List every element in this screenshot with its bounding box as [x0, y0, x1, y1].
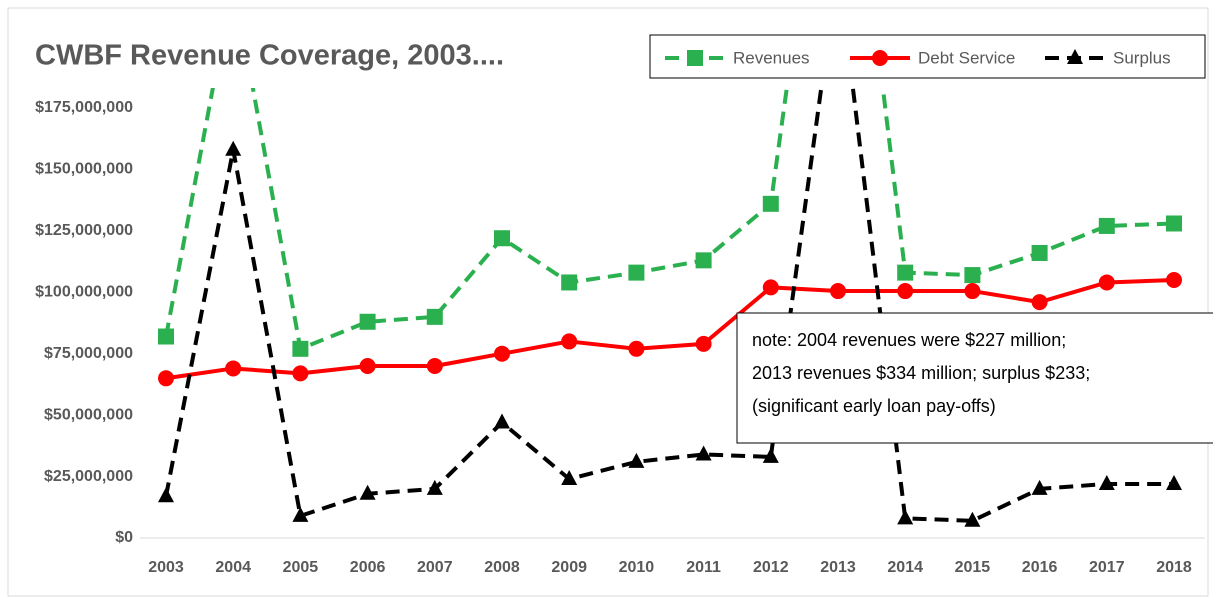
data-point [1166, 272, 1182, 288]
data-point [1098, 474, 1115, 490]
annotation-box [736, 312, 1213, 444]
legend-marker [687, 50, 703, 66]
x-tick-label: 2017 [1089, 559, 1125, 576]
data-point [628, 452, 645, 468]
x-tick-label: 2006 [350, 559, 386, 576]
annotation-text: note: 2004 revenues were $227 million; [752, 330, 1066, 350]
data-point [695, 252, 712, 269]
y-tick-label: $25,000,000 [44, 468, 133, 485]
data-point [426, 358, 443, 374]
data-point [1031, 294, 1048, 311]
data-point [830, 283, 846, 300]
data-point [695, 335, 712, 352]
x-tick-label: 2013 [820, 559, 856, 576]
legend-label: Debt Service [918, 48, 1015, 67]
x-tick-label: 2015 [955, 559, 991, 576]
data-point [359, 358, 376, 374]
data-point [695, 445, 712, 461]
chart-title: CWBF Revenue Coverage, 2003.... [35, 40, 504, 72]
y-tick-label: $0 [115, 529, 133, 546]
legend-label: Surplus [1113, 48, 1171, 67]
data-point [762, 195, 779, 212]
legend-marker [872, 50, 888, 66]
data-point [494, 413, 510, 429]
data-point [897, 264, 914, 281]
x-tick-label: 2010 [619, 559, 655, 576]
data-point [561, 274, 578, 291]
data-point [628, 340, 645, 357]
data-point [292, 365, 309, 382]
data-point [225, 360, 242, 377]
data-point [292, 340, 309, 357]
x-tick-label: 2012 [753, 559, 789, 576]
annotation-text: (significant early loan pay-offs) [752, 396, 996, 416]
series-line [164, 88, 1175, 351]
data-point [359, 484, 376, 500]
y-tick-label: $75,000,000 [44, 345, 133, 362]
data-point [628, 264, 645, 281]
x-tick-label: 2016 [1022, 559, 1058, 576]
data-point [359, 313, 376, 330]
data-point [494, 230, 510, 247]
y-tick-label: $175,000,000 [35, 99, 133, 116]
x-tick-label: 2004 [215, 559, 251, 576]
x-tick-label: 2003 [148, 559, 184, 576]
data-point [292, 506, 309, 522]
x-tick-label: 2008 [484, 559, 520, 576]
y-tick-label: $125,000,000 [35, 222, 133, 239]
data-point [964, 267, 981, 284]
series-line [165, 278, 1175, 381]
data-point [426, 308, 443, 325]
x-tick-label: 2018 [1156, 559, 1192, 576]
legend-box [649, 34, 1206, 79]
data-point [158, 370, 174, 387]
x-tick-label: 2007 [417, 559, 453, 576]
legend-marker [1067, 49, 1083, 64]
data-point [1098, 217, 1115, 234]
data-point [762, 447, 779, 463]
data-point [897, 283, 914, 300]
data-point [158, 487, 174, 503]
y-tick-label: $100,000,000 [35, 284, 133, 301]
data-point [964, 283, 981, 300]
x-tick-label: 2009 [551, 559, 587, 576]
y-tick-label: $150,000,000 [35, 161, 133, 178]
data-point [1166, 474, 1182, 490]
x-tick-label: 2005 [283, 559, 319, 576]
series-line [164, 88, 1174, 523]
x-tick-label: 2011 [686, 559, 721, 576]
data-point [1166, 215, 1182, 232]
data-point [897, 509, 914, 525]
annotation-text: 2013 revenues $334 million; surplus $233… [752, 363, 1090, 383]
data-point [1031, 244, 1048, 261]
data-point [561, 333, 578, 350]
data-point [426, 479, 443, 495]
data-point [762, 279, 779, 296]
data-point [1098, 274, 1115, 291]
data-point [1031, 479, 1048, 495]
x-tick-label: 2014 [887, 559, 923, 576]
data-point [964, 511, 981, 527]
data-point [225, 140, 242, 156]
legend-label: Revenues [733, 48, 810, 67]
chart-border [7, 7, 1209, 597]
data-point [158, 328, 174, 345]
data-point [494, 345, 510, 362]
y-tick-label: $50,000,000 [44, 406, 133, 423]
data-point [561, 470, 578, 486]
